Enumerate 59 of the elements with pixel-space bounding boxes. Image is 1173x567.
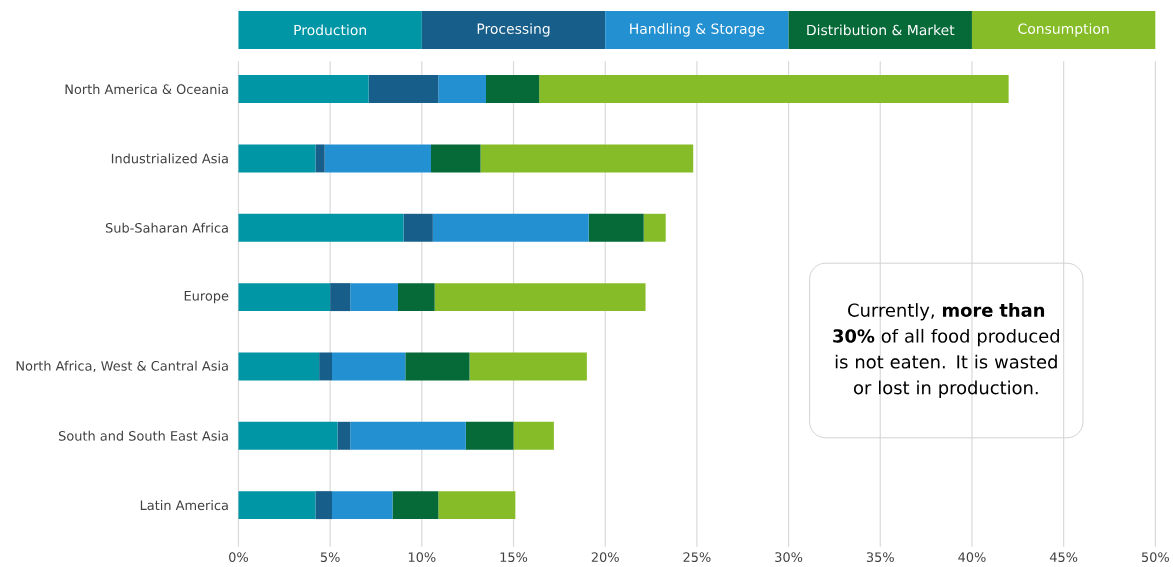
bar <box>434 283 646 312</box>
bar <box>238 75 369 104</box>
text: Production <box>294 24 366 36</box>
y-tick-label: Industrialized Asia <box>111 153 228 164</box>
bar <box>337 421 351 450</box>
x-tick-label: 20% <box>591 552 619 563</box>
x-tick-label: 35% <box>866 552 894 563</box>
bar <box>331 352 406 381</box>
bar <box>486 75 540 104</box>
bar <box>539 75 1009 104</box>
text: Handling & Storage <box>630 23 765 37</box>
bar <box>238 213 404 242</box>
x-tick-label: 40% <box>958 552 986 563</box>
x-tick-label: 45% <box>1049 552 1078 563</box>
bar <box>431 144 481 173</box>
bar <box>315 491 332 520</box>
x-tick-label: 15% <box>500 552 528 563</box>
bar <box>469 352 587 381</box>
x-tick-label: 30% <box>775 552 803 563</box>
bar <box>643 213 666 242</box>
bar <box>465 421 514 450</box>
bar <box>432 213 589 242</box>
bar <box>480 144 694 173</box>
bar <box>392 491 439 520</box>
text: Distribution & Market <box>807 24 955 36</box>
bar <box>330 283 351 312</box>
x-tick-label: 25% <box>683 552 711 563</box>
y-tick-label: Europe <box>184 291 229 304</box>
bar <box>397 283 435 312</box>
bar <box>324 144 431 173</box>
text: Processing <box>477 23 550 37</box>
y-tick-label: North America & Oceania <box>65 84 228 95</box>
text: Consumption <box>1018 23 1109 37</box>
x-tick-label: 50% <box>1141 552 1169 563</box>
x-tick-label: 0% <box>229 552 248 563</box>
bar <box>238 144 316 173</box>
bar <box>238 352 320 381</box>
y-tick-label: South and South East Asia <box>59 430 228 441</box>
bar <box>438 491 516 520</box>
bar <box>513 421 554 450</box>
bar <box>238 421 338 450</box>
y-tick-label: North Africa, West & Cantral Asia <box>16 360 228 373</box>
bar <box>350 421 466 450</box>
y-tick-label: Sub-Saharan Africa <box>105 222 228 233</box>
bar <box>238 283 331 312</box>
bar <box>331 491 393 520</box>
text: Currently, more than 30% of all food produced is not eaten. It is wasted or lost in production. <box>833 303 1059 399</box>
x-tick-label: 5% <box>320 552 340 563</box>
bar <box>315 144 325 173</box>
bar <box>588 213 644 242</box>
bar <box>319 352 332 381</box>
bar <box>403 213 433 242</box>
bar <box>368 75 439 104</box>
bar <box>405 352 470 381</box>
y-tick-label: Latin America <box>140 500 228 511</box>
bar <box>350 283 398 312</box>
bar <box>438 75 487 104</box>
bar <box>238 491 316 520</box>
x-tick-label: 10% <box>408 552 436 563</box>
